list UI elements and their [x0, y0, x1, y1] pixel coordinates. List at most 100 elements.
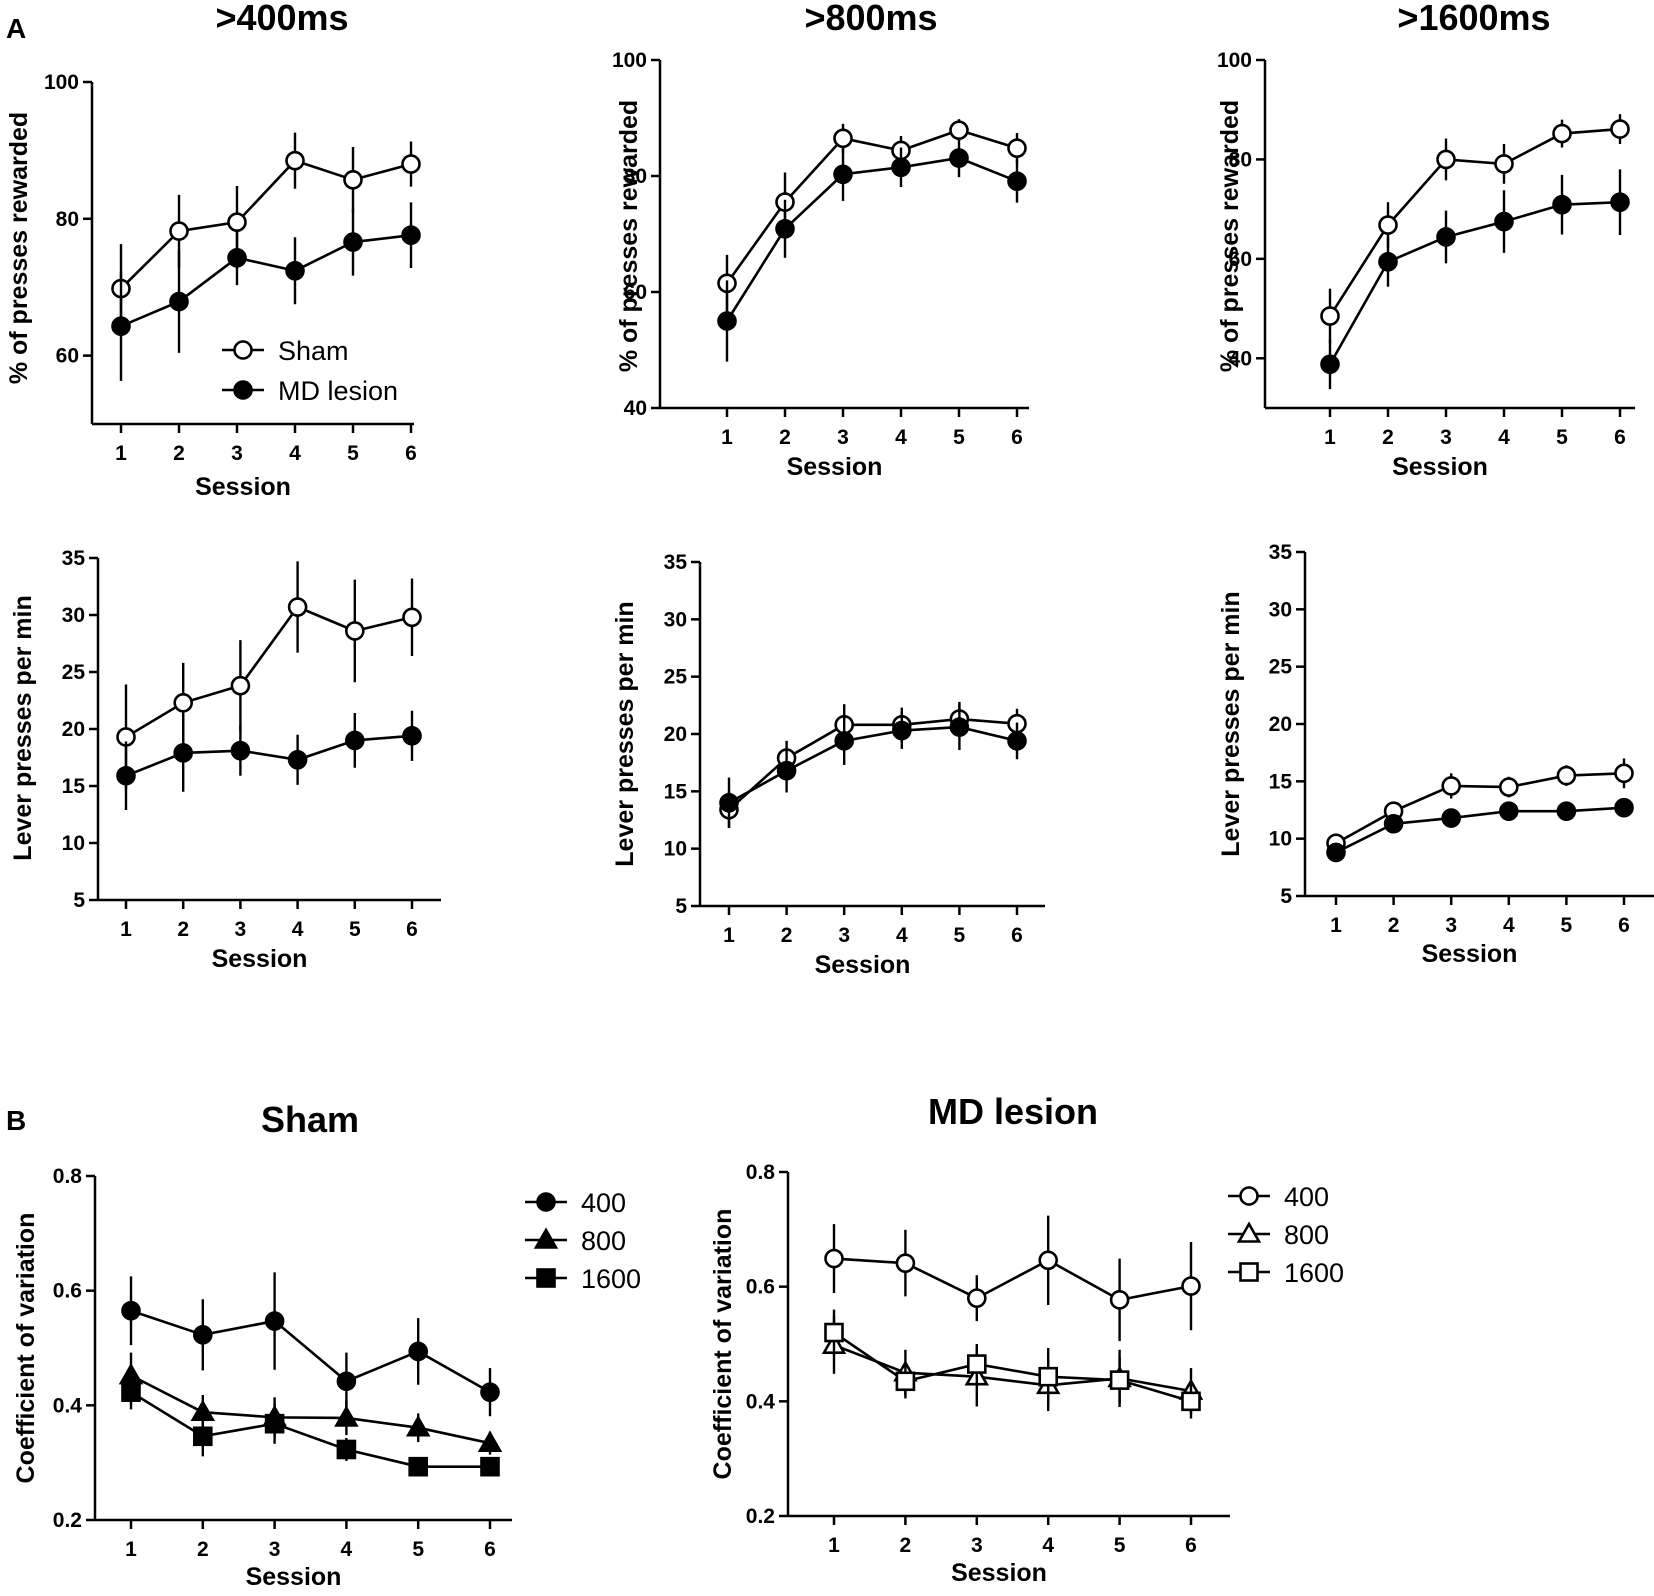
data-point: [287, 597, 308, 617]
x-tick-label: 5: [1114, 1534, 1126, 1557]
data-point: [824, 1322, 844, 1343]
x-tick-label: 4: [1498, 426, 1510, 449]
x-tick-label: 3: [231, 442, 243, 465]
y-tick-label: 35: [1269, 541, 1293, 564]
series-sham: [1326, 758, 1634, 854]
series-md-lesion: [1326, 797, 1634, 863]
series-sham: [111, 132, 421, 334]
legend-label: 800: [581, 1226, 626, 1256]
x-axis-label: Session: [1422, 940, 1518, 968]
data-point: [1436, 227, 1456, 247]
series-md-lesion: [116, 710, 422, 810]
legend-marker: [1239, 1262, 1259, 1282]
x-tick-label: 3: [235, 918, 247, 941]
data-point: [1038, 1250, 1058, 1271]
x-tick-label: 4: [341, 1538, 353, 1561]
x-axis-label: Session: [815, 951, 911, 979]
series-line: [130, 1309, 491, 1394]
x-tick-label: 5: [954, 924, 966, 947]
data-point: [1499, 801, 1519, 821]
series-800: [118, 1352, 503, 1455]
data-point: [121, 1300, 141, 1321]
data-point: [1320, 354, 1340, 375]
data-point: [949, 148, 969, 168]
data-point: [1320, 306, 1340, 326]
chart-a3: 40 60 80 100 1 2 3 4 5 6 Session % of presses rewar…: [1216, 0, 1635, 481]
data-point: [1378, 252, 1398, 272]
x-tick-label: 5: [412, 1538, 424, 1561]
y-tick-label: 10: [1269, 828, 1292, 851]
x-tick-label: 2: [197, 1538, 209, 1561]
data-point: [408, 1341, 429, 1362]
series-line: [833, 1331, 1192, 1403]
data-point: [833, 164, 853, 185]
data-point: [344, 621, 365, 641]
series-400: [121, 1272, 500, 1417]
y-tick-label: 15: [664, 780, 688, 803]
data-point: [1109, 1370, 1130, 1390]
data-point: [344, 730, 365, 751]
chart-title: Sham: [261, 1099, 359, 1140]
x-tick-label: 6: [1614, 426, 1626, 449]
legend-marker: [1236, 1221, 1262, 1243]
y-tick-label: 25: [664, 666, 688, 689]
x-axis-label: Session: [246, 1563, 342, 1591]
legend-marker: [1239, 1186, 1259, 1206]
y-tick-label: 0.2: [53, 1509, 82, 1532]
series-md-lesion: [719, 704, 1027, 829]
series-line: [1335, 806, 1625, 854]
y-tick-label: 15: [62, 775, 86, 798]
data-point: [169, 291, 189, 312]
chart-b2: 0.2 0.4 0.6 0.8 1 2 3 4 5 6 Session Coefficient of …: [709, 1091, 1344, 1587]
data-point: [264, 1413, 285, 1434]
chart-title: >400ms: [215, 0, 348, 38]
data-point: [1181, 1391, 1201, 1412]
y-tick-label: 20: [62, 718, 85, 741]
legend-marker: [233, 340, 253, 360]
series-line: [130, 1391, 490, 1468]
y-tick-label: 60: [624, 281, 647, 304]
y-tick-label: 20: [664, 723, 687, 746]
legend-label: MD lesion: [278, 376, 398, 406]
y-tick-label: 80: [1229, 148, 1252, 171]
data-point: [1552, 123, 1572, 144]
chart-title: >800ms: [804, 0, 937, 38]
data-point: [834, 731, 855, 751]
x-tick-label: 4: [896, 924, 908, 947]
series-line: [728, 717, 1018, 811]
y-tick-label: 25: [1269, 656, 1293, 679]
x-tick-label: 5: [953, 426, 965, 449]
data-point: [719, 792, 739, 813]
x-axis-label: Session: [951, 1559, 1047, 1587]
legend-marker: [533, 1227, 559, 1249]
data-point: [1007, 138, 1027, 158]
chart-title: >1600ms: [1397, 0, 1550, 38]
x-tick-label: 1: [723, 924, 735, 947]
legend-label: 800: [1284, 1220, 1329, 1250]
x-tick-label: 5: [349, 918, 361, 941]
data-point: [895, 1371, 916, 1392]
y-tick-label: 0.4: [746, 1390, 776, 1413]
x-tick-label: 2: [779, 426, 791, 449]
data-point: [1499, 777, 1519, 797]
y-tick-label: 40: [624, 397, 647, 420]
data-point: [121, 1382, 141, 1402]
panel-label-b: B: [6, 1105, 26, 1136]
x-tick-label: 6: [484, 1538, 496, 1561]
data-point: [334, 1405, 359, 1427]
x-tick-label: 4: [1503, 914, 1515, 937]
x-tick-label: 5: [347, 442, 359, 465]
data-point: [287, 749, 308, 770]
x-tick-label: 2: [781, 924, 793, 947]
series-line: [833, 1343, 1192, 1393]
y-tick-label: 100: [44, 71, 79, 94]
x-tick-label: 2: [1382, 426, 1394, 449]
y-tick-label: 5: [675, 895, 687, 918]
data-point: [1326, 842, 1346, 863]
series-sham: [1320, 114, 1630, 344]
data-point: [1007, 171, 1027, 192]
x-axis-label: Session: [212, 945, 308, 973]
data-point: [405, 1415, 431, 1437]
panel-label-a: A: [6, 13, 26, 44]
